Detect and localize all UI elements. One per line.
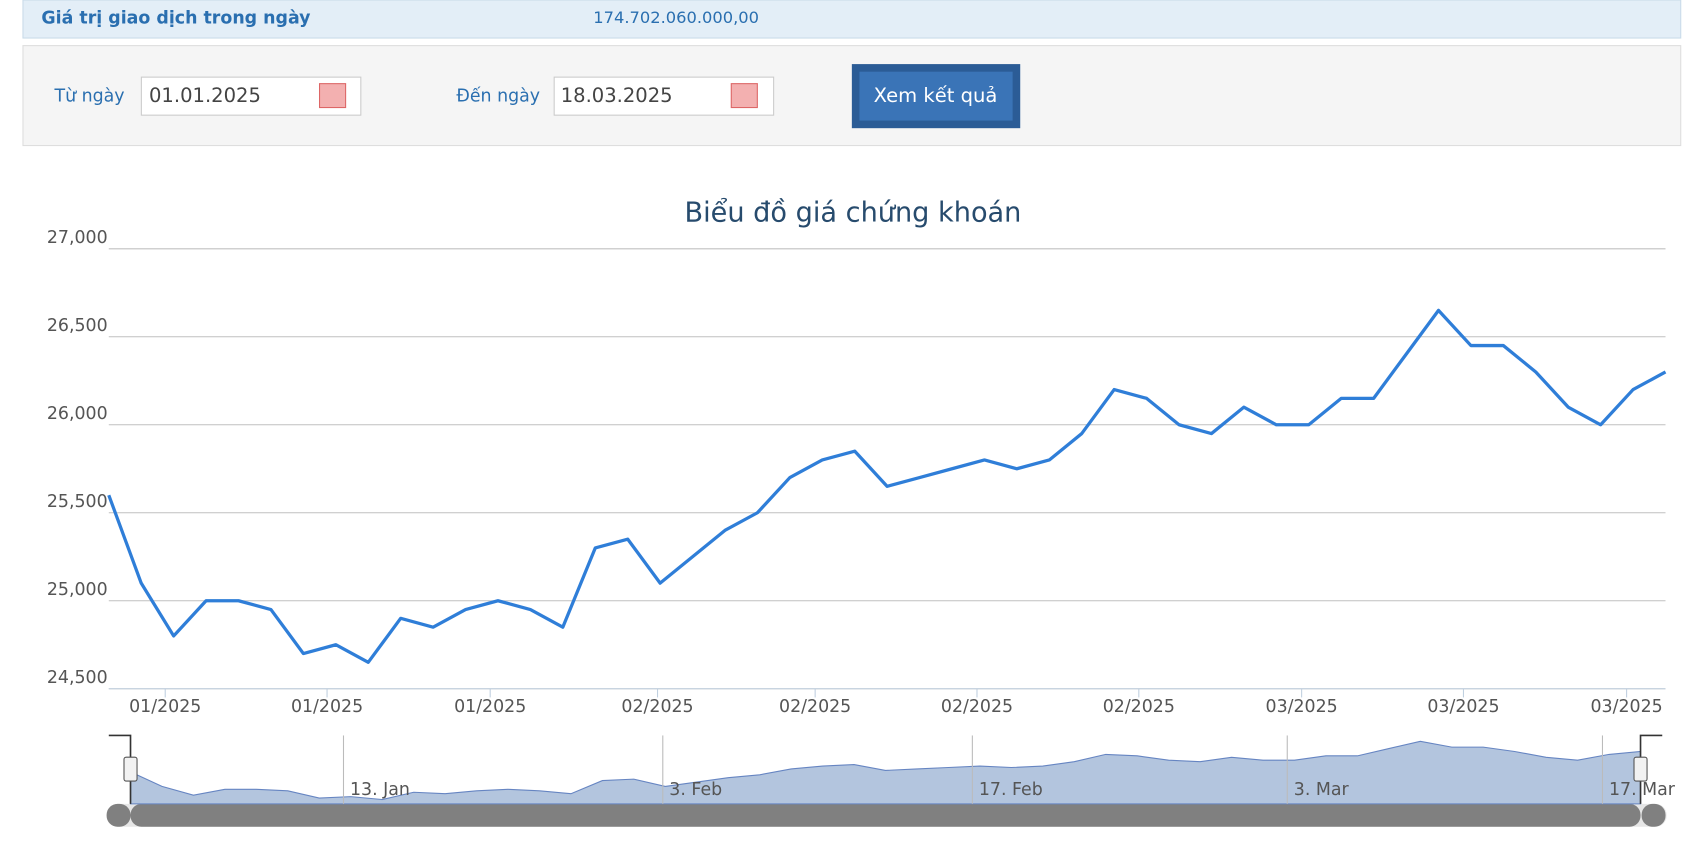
info-label: Giá trị giao dịch trong ngày bbox=[41, 8, 311, 28]
chart-title: Biểu đồ giá chứng khoán bbox=[684, 198, 1021, 229]
navigator-label: 3. Mar bbox=[1294, 780, 1350, 800]
from-label: Từ ngày bbox=[53, 87, 124, 107]
navigator-area bbox=[129, 740, 1642, 805]
navigator-label: 17. Feb bbox=[979, 780, 1043, 800]
x-tick-label: 03/2025 bbox=[1427, 697, 1499, 717]
navigator-label: 3. Feb bbox=[669, 780, 722, 800]
calendar-icon[interactable] bbox=[318, 83, 347, 109]
x-tick-label: 02/2025 bbox=[941, 697, 1013, 717]
to-value: 18.03.2025 bbox=[561, 84, 673, 107]
submit-label: Xem kết quả bbox=[874, 84, 998, 107]
info-value: 174.702.060.000,00 bbox=[593, 8, 759, 27]
scrollbar-thumb[interactable] bbox=[130, 803, 1641, 827]
from-value: 01.01.2025 bbox=[149, 84, 261, 107]
x-tick-label: 01/2025 bbox=[129, 697, 201, 717]
y-tick-label: 24,500 bbox=[47, 668, 108, 688]
calendar-icon[interactable] bbox=[730, 83, 758, 109]
handle-left[interactable] bbox=[123, 756, 138, 782]
y-tick-label: 26,000 bbox=[47, 404, 108, 424]
price-line bbox=[107, 308, 1667, 664]
x-tick-label: 02/2025 bbox=[1103, 697, 1175, 717]
x-tick-label: 02/2025 bbox=[621, 697, 693, 717]
navigator-label: 17. Mar bbox=[1609, 780, 1676, 800]
handle-right[interactable] bbox=[1633, 756, 1648, 782]
scroll-right[interactable] bbox=[1641, 803, 1666, 827]
x-tick-label: 03/2025 bbox=[1591, 697, 1663, 717]
to-label: Đến ngày bbox=[456, 86, 540, 107]
y-tick-label: 27,000 bbox=[47, 228, 108, 248]
y-tick-label: 25,500 bbox=[47, 492, 108, 512]
y-tick-label: 26,500 bbox=[47, 316, 108, 336]
scroll-left[interactable] bbox=[106, 803, 131, 827]
y-tick-label: 25,000 bbox=[47, 580, 108, 600]
info-row bbox=[22, 0, 1682, 39]
x-tick-label: 01/2025 bbox=[291, 697, 363, 717]
x-tick-label: 01/2025 bbox=[454, 697, 526, 717]
x-tick-label: 02/2025 bbox=[779, 697, 851, 717]
x-tick-label: 03/2025 bbox=[1266, 697, 1338, 717]
submit-face bbox=[859, 71, 1013, 121]
navigator-label: 13. Jan bbox=[350, 780, 410, 800]
